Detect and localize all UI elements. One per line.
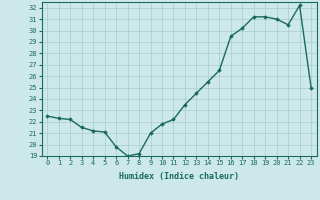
X-axis label: Humidex (Indice chaleur): Humidex (Indice chaleur)	[119, 172, 239, 181]
